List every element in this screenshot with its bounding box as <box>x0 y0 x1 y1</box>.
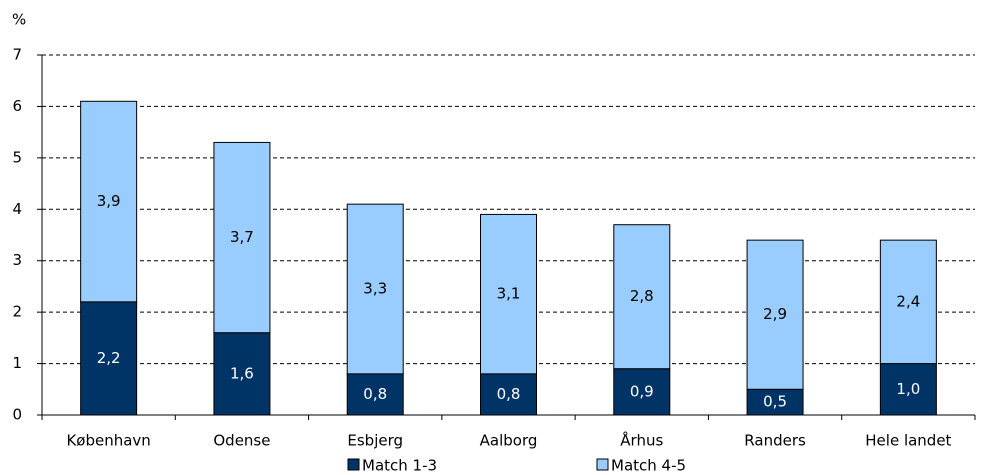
legend-label: Match 1-3 <box>362 457 437 475</box>
data-label: 2,4 <box>896 292 920 310</box>
bar-segment <box>80 100 138 303</box>
bar-segment <box>346 203 404 375</box>
bar-segment <box>480 373 537 416</box>
bar-segment <box>746 239 804 390</box>
data-label: 3,1 <box>497 285 521 303</box>
y-tick-label: 7 <box>12 46 22 64</box>
legend-swatch <box>596 458 609 471</box>
x-tick-label: Hele landet <box>865 432 951 450</box>
bar-segment <box>213 141 271 334</box>
data-label: 2,2 <box>97 349 121 367</box>
bar-segment <box>746 388 804 416</box>
data-label: 0,8 <box>497 385 521 403</box>
bar-segment <box>480 213 537 375</box>
data-label: 0,5 <box>763 393 787 411</box>
data-label: 0,9 <box>630 382 654 400</box>
y-tick-label: 0 <box>12 406 22 424</box>
data-label: 1,0 <box>896 380 920 398</box>
data-label: 2,8 <box>630 287 654 305</box>
legend-label: Match 4-5 <box>611 457 686 475</box>
bar-segment <box>879 363 937 416</box>
data-label: 3,7 <box>230 228 254 246</box>
bar-segment <box>80 301 138 416</box>
bar-segment <box>613 368 671 416</box>
y-tick-label: 3 <box>12 251 22 269</box>
x-tick-label: Århus <box>620 431 663 450</box>
data-label: 0,8 <box>363 385 387 403</box>
y-tick-label: 6 <box>12 97 22 115</box>
x-tick-label: Odense <box>213 432 270 450</box>
x-tick-label: København <box>66 432 150 450</box>
data-label: 2,9 <box>763 305 787 323</box>
data-label: 3,9 <box>97 192 121 210</box>
x-tick-label: Esbjerg <box>347 432 403 450</box>
bar-segment <box>346 373 404 416</box>
data-label: 1,6 <box>230 364 254 382</box>
data-label: 3,3 <box>363 280 387 298</box>
x-tick-label: Aalborg <box>480 432 538 450</box>
y-tick-label: 4 <box>12 200 22 218</box>
bar-segment <box>613 224 671 370</box>
x-tick-label: Randers <box>744 432 806 450</box>
y-axis-label: % <box>12 11 26 29</box>
y-tick-label: 1 <box>12 354 22 372</box>
bar-segment <box>879 239 937 365</box>
y-tick-label: 5 <box>12 148 22 166</box>
y-tick-label: 2 <box>12 303 22 321</box>
bar-segment <box>213 332 271 416</box>
legend-swatch <box>347 458 360 471</box>
